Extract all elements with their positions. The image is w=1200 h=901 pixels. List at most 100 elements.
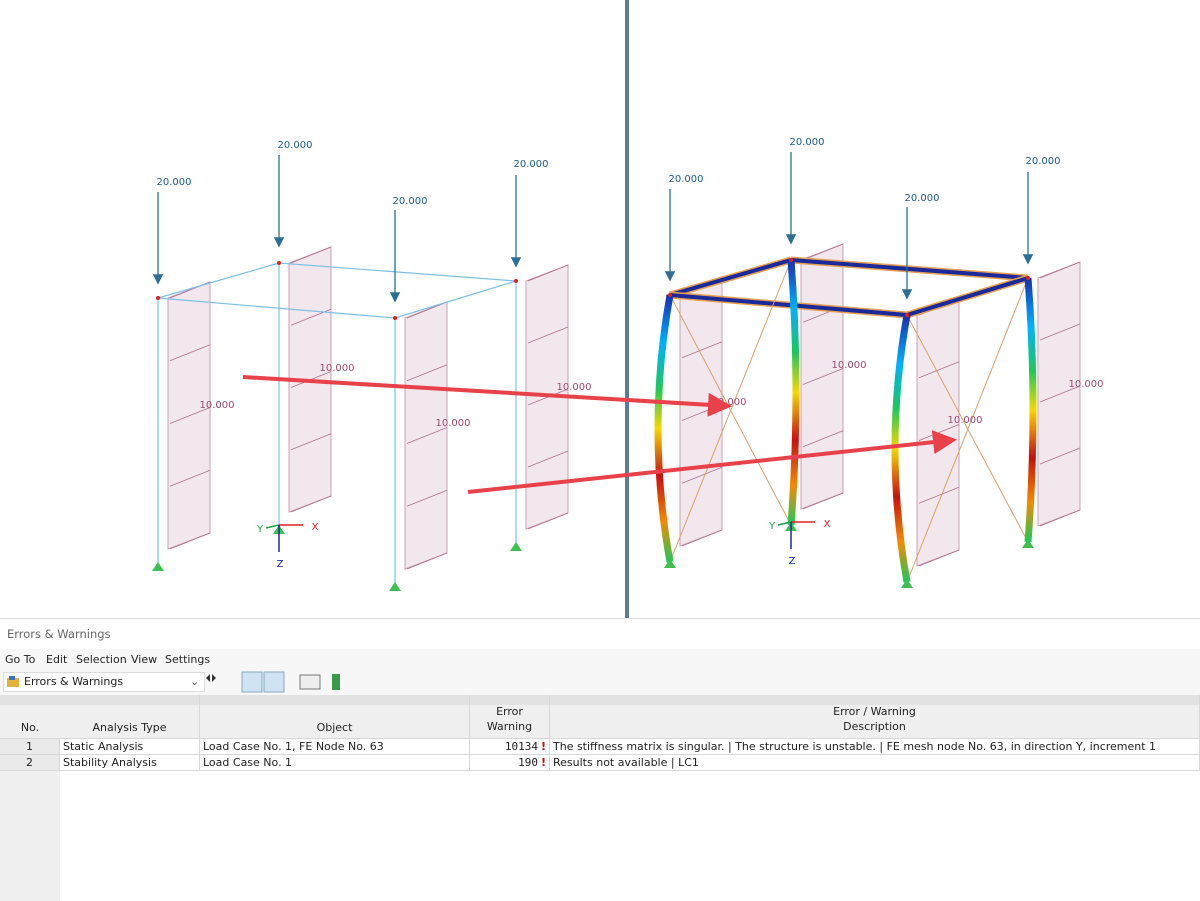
support (389, 582, 401, 591)
table-cell: The stiffness matrix is singular. | The … (550, 739, 1200, 755)
line-load-label: 10.000 (1069, 379, 1104, 390)
support (152, 562, 164, 571)
column-header: Error Warning (470, 695, 550, 739)
node (393, 316, 397, 320)
point-load-label: 20.000 (157, 177, 192, 188)
load-arrow (169, 469, 211, 487)
menu-item[interactable]: View (131, 653, 158, 666)
menu-bar: Go To Edit Selection View Settings (0, 649, 1200, 669)
error-icon: ! (540, 740, 546, 753)
deformed-column (891, 314, 911, 583)
load-arrow (406, 489, 448, 507)
beam (278, 262, 517, 282)
toolbar: Errors & Warnings ⌄ (0, 669, 1200, 695)
view-dropdown[interactable]: Errors & Warnings ⌄ (3, 672, 205, 692)
load-arrow (290, 433, 332, 451)
menu-item[interactable]: Edit (46, 653, 68, 666)
load-arrow (169, 344, 211, 362)
point-load-label: 20.000 (393, 196, 428, 207)
beam (669, 258, 792, 297)
column-header: Error / Warning Description (550, 695, 1200, 739)
header-line: Error / Warning (833, 705, 916, 718)
point-load-label: 20.000 (514, 159, 549, 170)
load-arrow (918, 549, 960, 567)
table-cell: 10134! (470, 739, 550, 755)
table-cell: 1 (0, 739, 60, 755)
point-load-label: 20.000 (1026, 156, 1061, 167)
column-header: No. (0, 695, 60, 739)
beam (157, 262, 280, 299)
table-cell: Load Case No. 1, FE Node No. 63 (200, 739, 470, 755)
support (901, 579, 913, 588)
axis-label: Y (768, 521, 776, 532)
node (277, 261, 281, 265)
point-load-label: 20.000 (669, 174, 704, 185)
model-view: 20.000 20.000 20.000 20.000 10.000 10.000 10.0… (152, 0, 1104, 618)
column-header: Object (200, 695, 470, 739)
table-cell: Static Analysis (60, 739, 200, 755)
header-line: Error (496, 705, 523, 718)
errors-panel: Errors & Warnings Go To Edit Selection View… (0, 618, 1200, 901)
load-arrow (1039, 385, 1081, 403)
load-arrow (1039, 447, 1081, 465)
brace (906, 314, 1029, 543)
load-arrow (290, 246, 332, 264)
node (156, 296, 160, 300)
beam (790, 258, 1029, 280)
table-cell: Stability Analysis (60, 755, 200, 771)
load-arrow (527, 512, 569, 530)
cell-text: The stiffness matrix is singular. | The … (553, 740, 1157, 753)
structure-view: 20.000 20.000 20.000 20.000 10.000 10.000 10.0… (654, 137, 1104, 588)
cell-text: 190 (518, 756, 538, 769)
table-cell: Load Case No. 1 (200, 755, 470, 771)
axis-label: Y (256, 524, 264, 535)
deformed-column (787, 259, 800, 526)
line-load-label: 10.000 (832, 360, 867, 371)
load-arrow (169, 532, 211, 550)
axis-y (265, 524, 280, 529)
cell-text: Load Case No. 1, FE Node No. 63 (203, 740, 384, 753)
cell-text: Results not available | LC1 (553, 756, 699, 769)
brace (906, 277, 1029, 583)
load-arrow (681, 341, 723, 359)
cell-text: 2 (26, 756, 33, 769)
header-line: Warning (486, 720, 533, 733)
line-load-label: 10.000 (436, 418, 471, 429)
line-load-label: 10.000 (320, 363, 355, 374)
error-icon: ! (540, 756, 546, 769)
line-load-label: 10.000 (200, 400, 235, 411)
cell-text: 1 (26, 740, 33, 753)
load-arrow (1039, 509, 1081, 527)
cell-text: 10134 (504, 740, 538, 753)
axis-label: X (824, 519, 831, 530)
load-arrow (290, 495, 332, 513)
load-arrow (406, 552, 448, 570)
menu-item[interactable]: Selection (76, 653, 127, 666)
menu-item[interactable]: Settings (165, 653, 211, 666)
callout-arrows (242, 375, 957, 494)
load-arrow (169, 407, 211, 424)
structure-view: 20.000 20.000 20.000 20.000 10.000 10.000 10.0… (152, 140, 592, 591)
cell-text: Stability Analysis (63, 756, 157, 769)
load-arrow (918, 361, 960, 379)
node (668, 293, 672, 297)
deformed-column (1024, 277, 1037, 543)
axis-y (777, 521, 792, 526)
table-cell: 190! (470, 755, 550, 771)
toolbar-buttons[interactable] (200, 670, 340, 694)
node (789, 258, 793, 262)
header-line: Analysis Type (92, 721, 167, 734)
menu-item[interactable]: Go To (5, 653, 36, 666)
support (1022, 539, 1034, 548)
header-line: Object (316, 721, 353, 734)
column-header: Analysis Type (60, 695, 200, 739)
header-line: No. (20, 721, 40, 734)
load-arrow (406, 427, 448, 444)
point-load-label: 20.000 (790, 137, 825, 148)
axis-label: X (312, 522, 319, 533)
load-arrow (802, 492, 844, 510)
load-arrow (406, 364, 448, 382)
frames: 20.000 20.000 20.000 20.000 10.000 10.000 10.0… (152, 137, 1104, 591)
support (664, 559, 676, 568)
